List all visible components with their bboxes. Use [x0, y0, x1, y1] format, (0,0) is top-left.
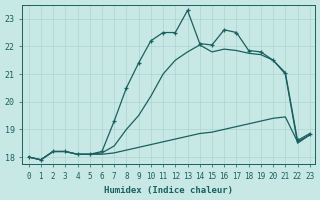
- X-axis label: Humidex (Indice chaleur): Humidex (Indice chaleur): [104, 186, 233, 195]
